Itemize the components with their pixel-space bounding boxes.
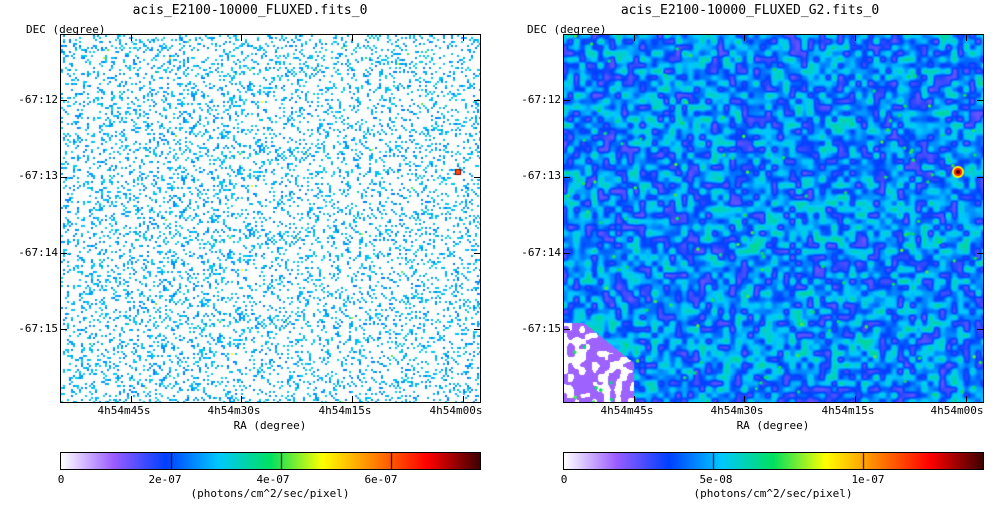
y-tick-mark bbox=[564, 100, 570, 101]
colorbar bbox=[60, 452, 481, 470]
left-panel: acis_E2100-10000_FLUXED.fits_0 DEC (degr… bbox=[18, 3, 483, 500]
y-tick-mark bbox=[474, 329, 480, 330]
y-tick-mark bbox=[564, 177, 570, 178]
chart-title: acis_E2100-10000_FLUXED.fits_0 bbox=[132, 3, 368, 18]
x-tick-mark bbox=[966, 396, 967, 402]
y-tick-mark bbox=[977, 329, 983, 330]
y-axis-title: DEC (degree) bbox=[26, 23, 106, 36]
y-tick-mark bbox=[474, 253, 480, 254]
colorbar-tick-label: 4e-07 bbox=[256, 473, 290, 486]
colorbar-tick-label: 6e-07 bbox=[364, 473, 398, 486]
x-tick-mark bbox=[241, 35, 242, 41]
x-tick-mark bbox=[744, 35, 745, 41]
colorbar-tick-label: 2e-07 bbox=[148, 473, 182, 486]
y-tick-mark bbox=[564, 329, 570, 330]
x-tick-label: 4h54m45s bbox=[97, 404, 151, 417]
y-tick-mark bbox=[977, 100, 983, 101]
colorbar-unit-label: (photons/cm^2/sec/pixel) bbox=[190, 487, 350, 500]
image-plot[interactable] bbox=[563, 34, 984, 403]
y-tick-mark bbox=[61, 253, 67, 254]
x-tick-mark bbox=[463, 396, 464, 402]
x-tick-mark bbox=[131, 396, 132, 402]
x-tick-label: 4h54m45s bbox=[600, 404, 654, 417]
x-tick-mark bbox=[966, 35, 967, 41]
colorbar-tick-label: 0 bbox=[57, 473, 65, 486]
chart-title: acis_E2100-10000_FLUXED_G2.fits_0 bbox=[620, 3, 880, 18]
x-tick-mark bbox=[241, 396, 242, 402]
y-tick-label: -67:14 bbox=[521, 246, 561, 259]
x-tick-label: 4h54m30s bbox=[207, 404, 261, 417]
heatmap-canvas[interactable] bbox=[564, 35, 983, 402]
x-tick-mark bbox=[634, 396, 635, 402]
y-axis-title: DEC (degree) bbox=[527, 23, 607, 36]
colorbar bbox=[563, 452, 984, 470]
colorbar-tick-label: 1e-07 bbox=[851, 473, 885, 486]
right-panel: acis_E2100-10000_FLUXED_G2.fits_0 DEC (d… bbox=[500, 0, 1000, 522]
x-tick-label: 4h54m30s bbox=[710, 404, 764, 417]
x-tick-mark bbox=[744, 396, 745, 402]
y-tick-label: -67:13 bbox=[521, 169, 561, 182]
x-tick-mark bbox=[855, 396, 856, 402]
x-axis-title: RA (degree) bbox=[233, 419, 307, 432]
y-tick-mark bbox=[61, 329, 67, 330]
x-tick-label: 4h54m15s bbox=[821, 404, 875, 417]
x-tick-mark bbox=[855, 35, 856, 41]
y-tick-label: -67:14 bbox=[18, 246, 58, 259]
y-tick-label: -67:12 bbox=[521, 93, 561, 106]
x-tick-label: 4h54m00s bbox=[930, 404, 984, 417]
y-tick-label: -67:13 bbox=[18, 169, 58, 182]
x-tick-label: 4h54m00s bbox=[429, 404, 483, 417]
y-tick-label: -67:15 bbox=[521, 322, 561, 335]
y-tick-mark bbox=[61, 100, 67, 101]
colorbar-gradient bbox=[61, 453, 480, 469]
y-tick-mark bbox=[474, 177, 480, 178]
y-tick-mark bbox=[564, 253, 570, 254]
x-tick-mark bbox=[131, 35, 132, 41]
y-tick-mark bbox=[977, 177, 983, 178]
image-plot[interactable] bbox=[60, 34, 481, 403]
x-axis-title: RA (degree) bbox=[736, 419, 810, 432]
y-tick-mark bbox=[61, 177, 67, 178]
x-tick-mark bbox=[352, 396, 353, 402]
x-tick-mark bbox=[634, 35, 635, 41]
colorbar-tick-label: 0 bbox=[560, 473, 568, 486]
colorbar-tick-label: 5e-08 bbox=[699, 473, 733, 486]
heatmap-canvas[interactable] bbox=[61, 35, 480, 402]
x-tick-label: 4h54m15s bbox=[318, 404, 372, 417]
y-tick-label: -67:15 bbox=[18, 322, 58, 335]
x-tick-mark bbox=[352, 35, 353, 41]
y-tick-mark bbox=[977, 253, 983, 254]
y-tick-mark bbox=[474, 100, 480, 101]
colorbar-unit-label: (photons/cm^2/sec/pixel) bbox=[693, 487, 853, 500]
y-tick-label: -67:12 bbox=[18, 93, 58, 106]
x-tick-mark bbox=[463, 35, 464, 41]
colorbar-gradient bbox=[564, 453, 983, 469]
